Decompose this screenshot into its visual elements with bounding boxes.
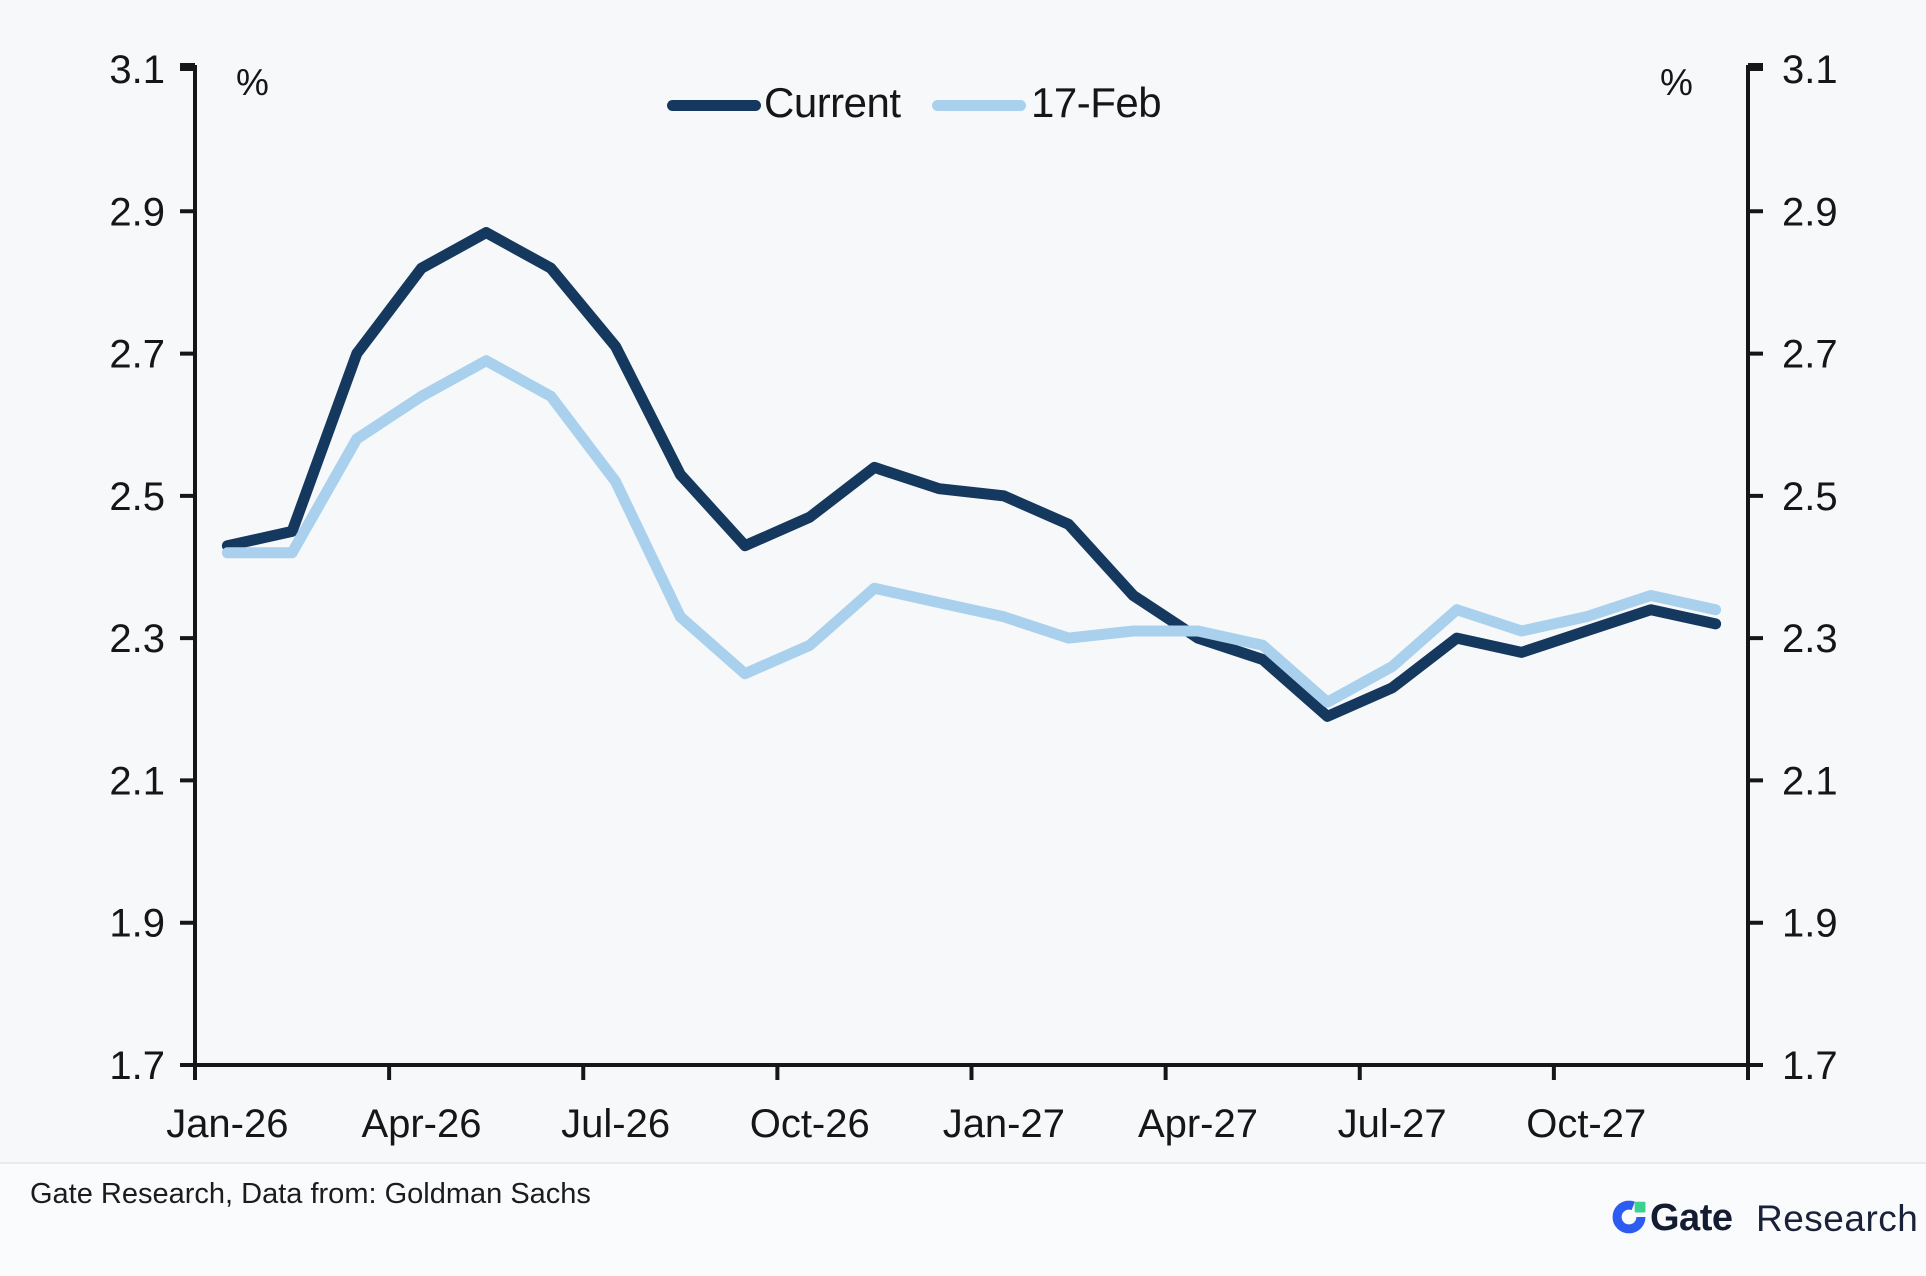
y-axis-label-right-1.7: 1.7 bbox=[1782, 1044, 1838, 1088]
right-axis-unit: % bbox=[1660, 62, 1693, 103]
y-axis-label-right-2.1: 2.1 bbox=[1782, 759, 1838, 803]
left-axis-unit: % bbox=[236, 62, 269, 103]
gate-research-logo: Gate Research bbox=[0, 1164, 1926, 1276]
y-axis-label-left-2.9: 2.9 bbox=[109, 190, 165, 234]
x-axis-label-Apr-26: Apr-26 bbox=[361, 1102, 481, 1146]
legend-swatch-current bbox=[667, 100, 761, 111]
x-axis-label-Apr-27: Apr-27 bbox=[1138, 1102, 1258, 1146]
y-axis-label-right-1.9: 1.9 bbox=[1782, 902, 1838, 946]
y-axis-label-right-2.7: 2.7 bbox=[1782, 333, 1838, 377]
y-axis-label-left-2.7: 2.7 bbox=[109, 333, 165, 377]
y-axis-label-left-2.3: 2.3 bbox=[109, 617, 165, 661]
footer: Gate Research, Data from: Goldman Sachs … bbox=[0, 1164, 1926, 1276]
source-attribution: Gate Research, Data from: Goldman Sachs bbox=[30, 1178, 591, 1210]
tick-marks bbox=[180, 63, 1763, 1080]
y-axis-label-right-2.9: 2.9 bbox=[1782, 190, 1838, 234]
x-axis-label-Oct-26: Oct-26 bbox=[750, 1102, 870, 1146]
brand-word-gate: Gate bbox=[1650, 1197, 1733, 1239]
y-axis-label-left-2.5: 2.5 bbox=[109, 475, 165, 519]
x-axis-label-Jan-26: Jan-26 bbox=[166, 1102, 288, 1146]
feb17-line bbox=[221, 355, 1722, 708]
legend-swatch-17feb bbox=[932, 100, 1026, 111]
x-axis-label-Jul-26: Jul-26 bbox=[561, 1102, 670, 1146]
gate-logo-icon bbox=[1612, 1200, 1646, 1234]
y-axis-label-left-3.1: 3.1 bbox=[109, 48, 165, 92]
y-axis-label-right-2.3: 2.3 bbox=[1782, 617, 1838, 661]
x-axis-label-Jan-27: Jan-27 bbox=[943, 1102, 1065, 1146]
legend-label-current: Current bbox=[764, 79, 901, 126]
footer-divider bbox=[0, 1162, 1926, 1164]
y-axis-label-left-1.7: 1.7 bbox=[109, 1044, 165, 1088]
y-axis-label-left-1.9: 1.9 bbox=[109, 902, 165, 946]
y-axis-label-left-2.1: 2.1 bbox=[109, 759, 165, 803]
y-axis-label-right-2.5: 2.5 bbox=[1782, 475, 1838, 519]
current-line bbox=[221, 227, 1722, 722]
x-axis-label-Jul-27: Jul-27 bbox=[1338, 1102, 1447, 1146]
y-axis-label-right-3.1: 3.1 bbox=[1782, 48, 1838, 92]
x-axis-label-Oct-27: Oct-27 bbox=[1526, 1102, 1646, 1146]
brand-word-research: Research bbox=[1756, 1198, 1919, 1239]
legend-label-17feb: 17-Feb bbox=[1031, 79, 1162, 126]
axes-frame bbox=[193, 65, 1750, 1067]
